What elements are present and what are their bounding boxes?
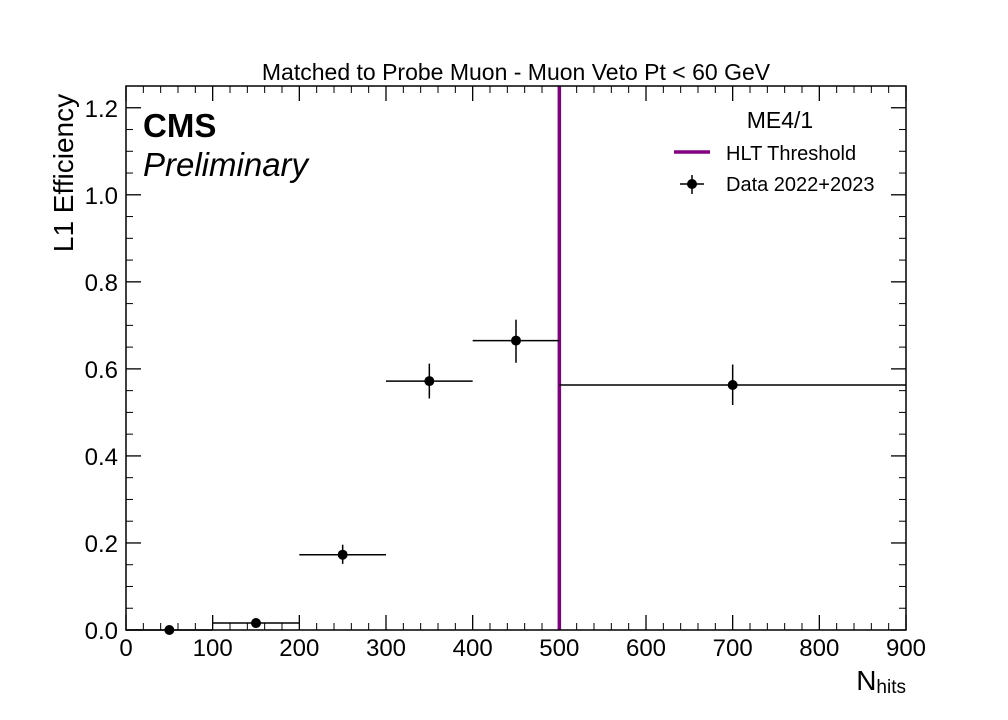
y-tick-label: 0.6 [85, 357, 118, 384]
y-axis-label: L1 Efficiency [48, 94, 79, 252]
data-point [212, 618, 300, 629]
x-axis-label-main: N [856, 665, 876, 696]
legend-data-marker [687, 179, 697, 189]
x-tick-label: 100 [193, 635, 233, 662]
data-point-marker [511, 335, 521, 346]
legend-threshold-label: HLT Threshold [726, 143, 856, 165]
x-tick-label: 200 [279, 635, 319, 662]
data-point [472, 319, 560, 363]
data-point [299, 544, 386, 564]
legend-title: ME4/1 [747, 107, 813, 133]
data-point-marker [727, 379, 738, 390]
x-tick-label: 800 [799, 635, 839, 662]
y-tick-label: 0.0 [85, 618, 118, 645]
x-tick-label: 400 [453, 635, 493, 662]
data-point-marker [337, 549, 348, 560]
x-tick-label: 0 [119, 635, 132, 662]
preliminary-label: Preliminary [143, 146, 311, 183]
y-tick-labels: 0.0 0.2 0.4 0.6 0.8 1.0 1.2 [85, 96, 118, 645]
x-axis-label-sub: hits [876, 677, 906, 698]
data-points-layer [126, 319, 906, 635]
plot-frame [125, 85, 907, 631]
y-tick-label: 0.2 [85, 531, 118, 558]
y-tick-label: 0.8 [85, 270, 118, 297]
data-point-marker [251, 618, 261, 629]
x-axis-label: Nhits [856, 665, 906, 698]
y-tick-label: 1.2 [85, 96, 118, 123]
x-tick-label: 600 [626, 635, 666, 662]
legend: ME4/1 HLT Threshold Data 2022+2023 [674, 107, 874, 196]
x-tick-label: 300 [366, 635, 406, 662]
data-point [386, 363, 473, 399]
y-tick-label: 1.0 [85, 183, 118, 210]
y-tick-label: 0.4 [85, 444, 118, 471]
x-tick-label: 900 [886, 635, 926, 662]
legend-data-label: Data 2022+2023 [726, 174, 874, 196]
x-tick-label: 700 [713, 635, 753, 662]
data-point-marker [424, 376, 435, 387]
minor-ticks [126, 85, 906, 630]
cms-label: CMS [143, 107, 216, 144]
data-point [559, 364, 906, 406]
x-tick-labels: 0 100 200 300 400 500 600 700 800 900 [119, 635, 926, 662]
x-tick-label: 500 [539, 635, 579, 662]
chart-title: Matched to Probe Muon - Muon Veto Pt < 6… [262, 59, 771, 85]
